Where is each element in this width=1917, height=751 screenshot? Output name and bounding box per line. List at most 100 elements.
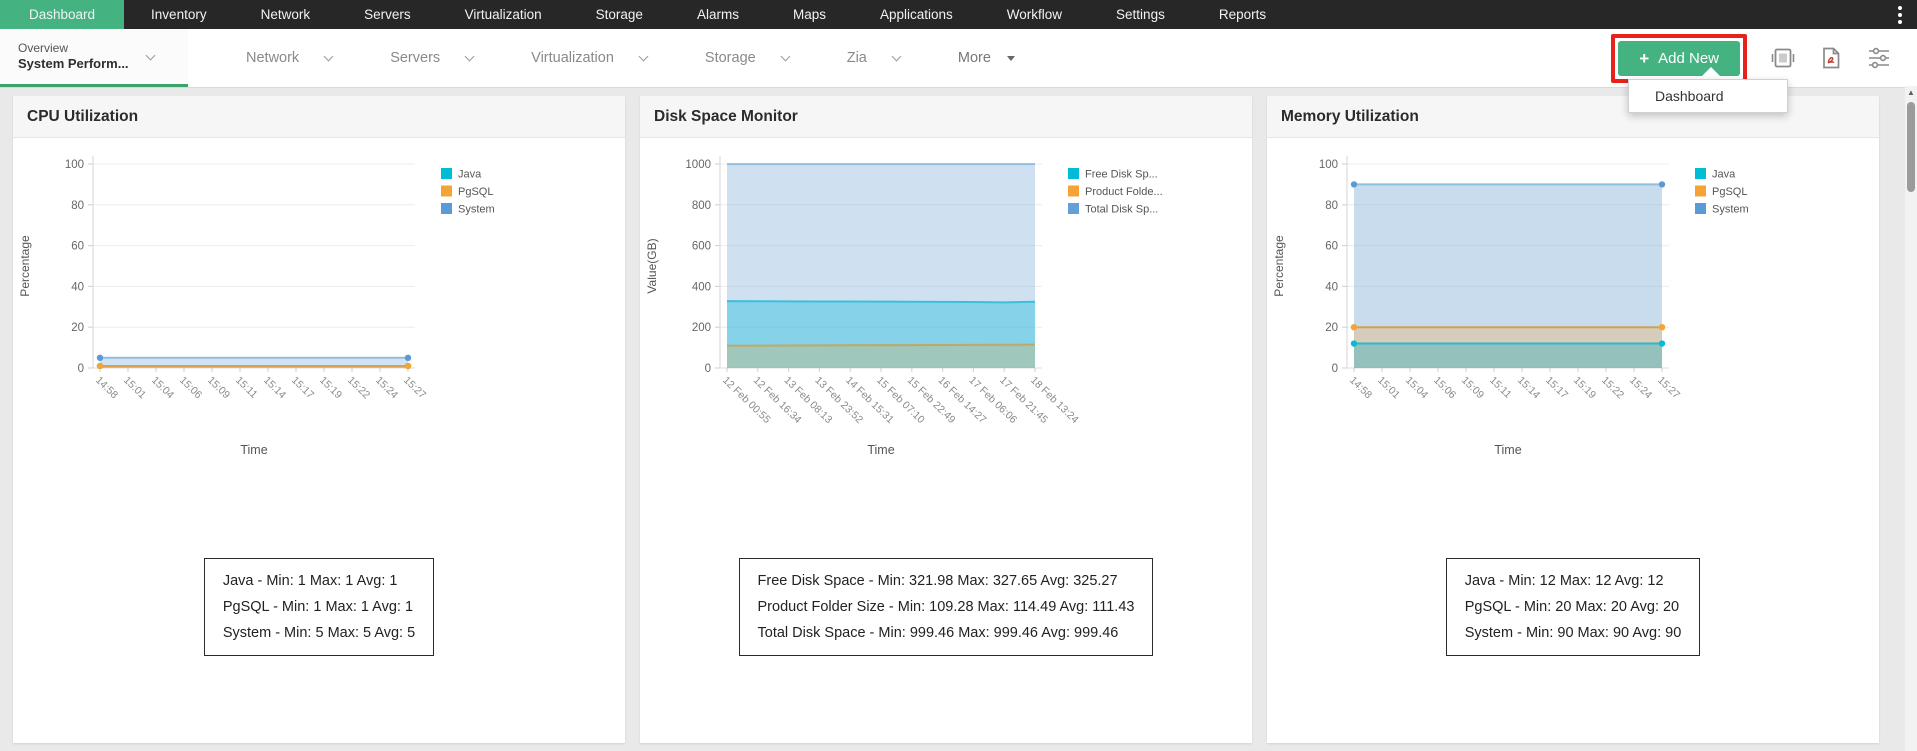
svg-text:Product Folde...: Product Folde...	[1085, 186, 1163, 198]
nav-item-inventory[interactable]: Inventory	[151, 7, 207, 22]
kebab-menu-icon[interactable]	[1887, 0, 1913, 29]
svg-text:Java: Java	[458, 169, 482, 181]
x-axis-label: 14:58	[1347, 374, 1374, 401]
plus-icon: +	[1639, 48, 1650, 68]
nav-item-servers[interactable]: Servers	[364, 7, 411, 22]
x-axis-title: Time	[867, 443, 894, 457]
y-axis-tick: 80	[71, 200, 84, 212]
x-axis-label: 15:01	[121, 374, 148, 401]
legend-item[interactable]: System	[441, 203, 495, 216]
stats-row: Java - Min: 12 Max: 12 Avg: 12	[1464, 573, 1664, 589]
nav-item-settings[interactable]: Settings	[1116, 7, 1165, 22]
stats-row: Java - Min: 1 Max: 1 Avg: 1	[222, 573, 398, 589]
dashboard-tab-bar: Overview System Perform... Network Serve…	[0, 29, 1917, 88]
nav-item-dashboard[interactable]: Dashboard	[0, 0, 125, 29]
pdf-export-icon[interactable]	[1819, 46, 1843, 70]
x-axis-label: 15:27	[401, 374, 428, 401]
add-new-button[interactable]: + Add New	[1618, 40, 1740, 76]
stats-row: Total Disk Space - Min: 999.46 Max: 999.…	[757, 625, 1119, 641]
x-axis-label: 15:14	[1515, 374, 1542, 401]
tab-more[interactable]: More	[958, 50, 1015, 66]
scrollbar-thumb[interactable]	[1907, 102, 1915, 192]
tab-storage[interactable]: Storage	[705, 50, 791, 66]
y-axis-tick: 100	[65, 159, 84, 171]
add-new-label: Add New	[1658, 49, 1719, 67]
y-axis-tick: 60	[1325, 241, 1338, 253]
svg-text:System: System	[458, 204, 495, 216]
svg-text:Total Disk Sp...: Total Disk Sp...	[1085, 204, 1158, 216]
legend-item[interactable]: Java	[441, 168, 482, 181]
x-axis-label: 15:24	[1627, 374, 1654, 401]
x-axis-label: 15:09	[1459, 374, 1486, 401]
legend-item[interactable]: System	[1695, 203, 1749, 216]
nav-item-alarms[interactable]: Alarms	[696, 7, 739, 22]
nav-item-network[interactable]: Network	[260, 7, 311, 22]
add-new-highlight-box: + Add New	[1611, 33, 1747, 83]
tab-zia[interactable]: Zia	[847, 50, 902, 66]
y-axis-tick: 200	[692, 322, 711, 334]
svg-text:System: System	[1712, 204, 1749, 216]
y-axis-tick: 1000	[685, 159, 711, 171]
x-axis-label: 15:06	[177, 374, 204, 401]
add-new-dropdown: Dashboard	[1628, 79, 1788, 113]
tab-network[interactable]: Network	[246, 50, 334, 66]
x-axis-label: 15:04	[1403, 374, 1430, 401]
nav-item-virtualization[interactable]: Virtualization	[464, 7, 542, 22]
legend-item[interactable]: Total Disk Sp...	[1068, 203, 1158, 216]
tab-line-system-performance: System Perform...	[18, 55, 129, 71]
y-axis-title: Percentage	[18, 235, 32, 297]
stats-row: Product Folder Size - Min: 109.28 Max: 1…	[757, 599, 1135, 615]
x-axis-label: 15:22	[345, 374, 372, 401]
panel-title: CPU Utilization	[27, 107, 139, 125]
stats-row: PgSQL - Min: 1 Max: 1 Avg: 1	[222, 599, 414, 615]
nav-item-storage[interactable]: Storage	[595, 7, 643, 22]
nav-item-maps[interactable]: Maps	[792, 7, 826, 22]
x-axis-label: 15:06	[1431, 374, 1458, 401]
x-axis-label: 15:24	[373, 374, 400, 401]
y-axis-tick: 0	[1332, 363, 1338, 375]
tab-overview-system-performance[interactable]: Overview System Perform...	[0, 29, 188, 87]
panel-disk-space-monitor: Disk Space Monitor 0 200 400 600 800 1000 12 F…	[640, 96, 1252, 743]
x-axis-label: 15:19	[1571, 374, 1598, 401]
nav-item-workflow[interactable]: Workflow	[1006, 7, 1063, 22]
filter-sliders-icon[interactable]	[1867, 46, 1891, 70]
legend-item[interactable]: Product Folde...	[1068, 185, 1163, 199]
x-axis-label: 14:58	[93, 374, 120, 401]
tab-servers[interactable]: Servers	[390, 50, 475, 66]
tab-virtualization[interactable]: Virtualization	[531, 50, 649, 66]
y-axis-tick: 40	[1325, 281, 1338, 293]
y-axis-tick: 600	[692, 241, 711, 253]
stats-box: Free Disk Space - Min: 321.98 Max: 327.6…	[738, 558, 1154, 656]
legend-item[interactable]: PgSQL	[441, 185, 493, 199]
panel-header: CPU Utilization	[13, 96, 625, 138]
svg-text:Free Disk Sp...: Free Disk Sp...	[1085, 169, 1158, 181]
scrollbar[interactable]: ▲	[1905, 86, 1917, 751]
chevron-down-icon	[464, 51, 475, 62]
dropdown-item-dashboard[interactable]: Dashboard	[1655, 88, 1724, 104]
panel-header: Disk Space Monitor	[640, 96, 1252, 138]
chevron-down-icon	[891, 51, 902, 62]
x-axis-label: 15:11	[233, 374, 260, 400]
x-axis-label: 15:11	[1487, 374, 1514, 400]
nav-item-applications[interactable]: Applications	[879, 7, 953, 22]
stats-box: Java - Min: 1 Max: 1 Avg: 1 PgSQL - Min:…	[203, 558, 435, 656]
legend-item[interactable]: PgSQL	[1695, 185, 1747, 199]
panel-title: Memory Utilization	[1281, 107, 1419, 125]
y-axis-tick: 100	[1319, 159, 1338, 171]
panel-cpu-utilization: CPU Utilization 0 20 40 60 80 100 14:58 15:01 15…	[13, 96, 625, 743]
scroll-up-arrow[interactable]: ▲	[1907, 88, 1915, 97]
chevron-down-icon	[323, 51, 334, 62]
y-axis-title: Value(GB)	[645, 238, 659, 293]
slideshow-icon[interactable]	[1771, 46, 1795, 70]
top-navigation: Dashboard Inventory Network Servers Virt…	[0, 0, 1917, 29]
y-axis-tick: 400	[692, 281, 711, 293]
legend-item[interactable]: Free Disk Sp...	[1068, 168, 1158, 181]
chevron-down-icon	[145, 50, 155, 60]
nav-item-reports[interactable]: Reports	[1218, 7, 1267, 22]
legend-item[interactable]: Java	[1695, 168, 1736, 181]
y-axis-tick: 0	[705, 363, 711, 375]
svg-text:PgSQL: PgSQL	[1712, 186, 1747, 198]
